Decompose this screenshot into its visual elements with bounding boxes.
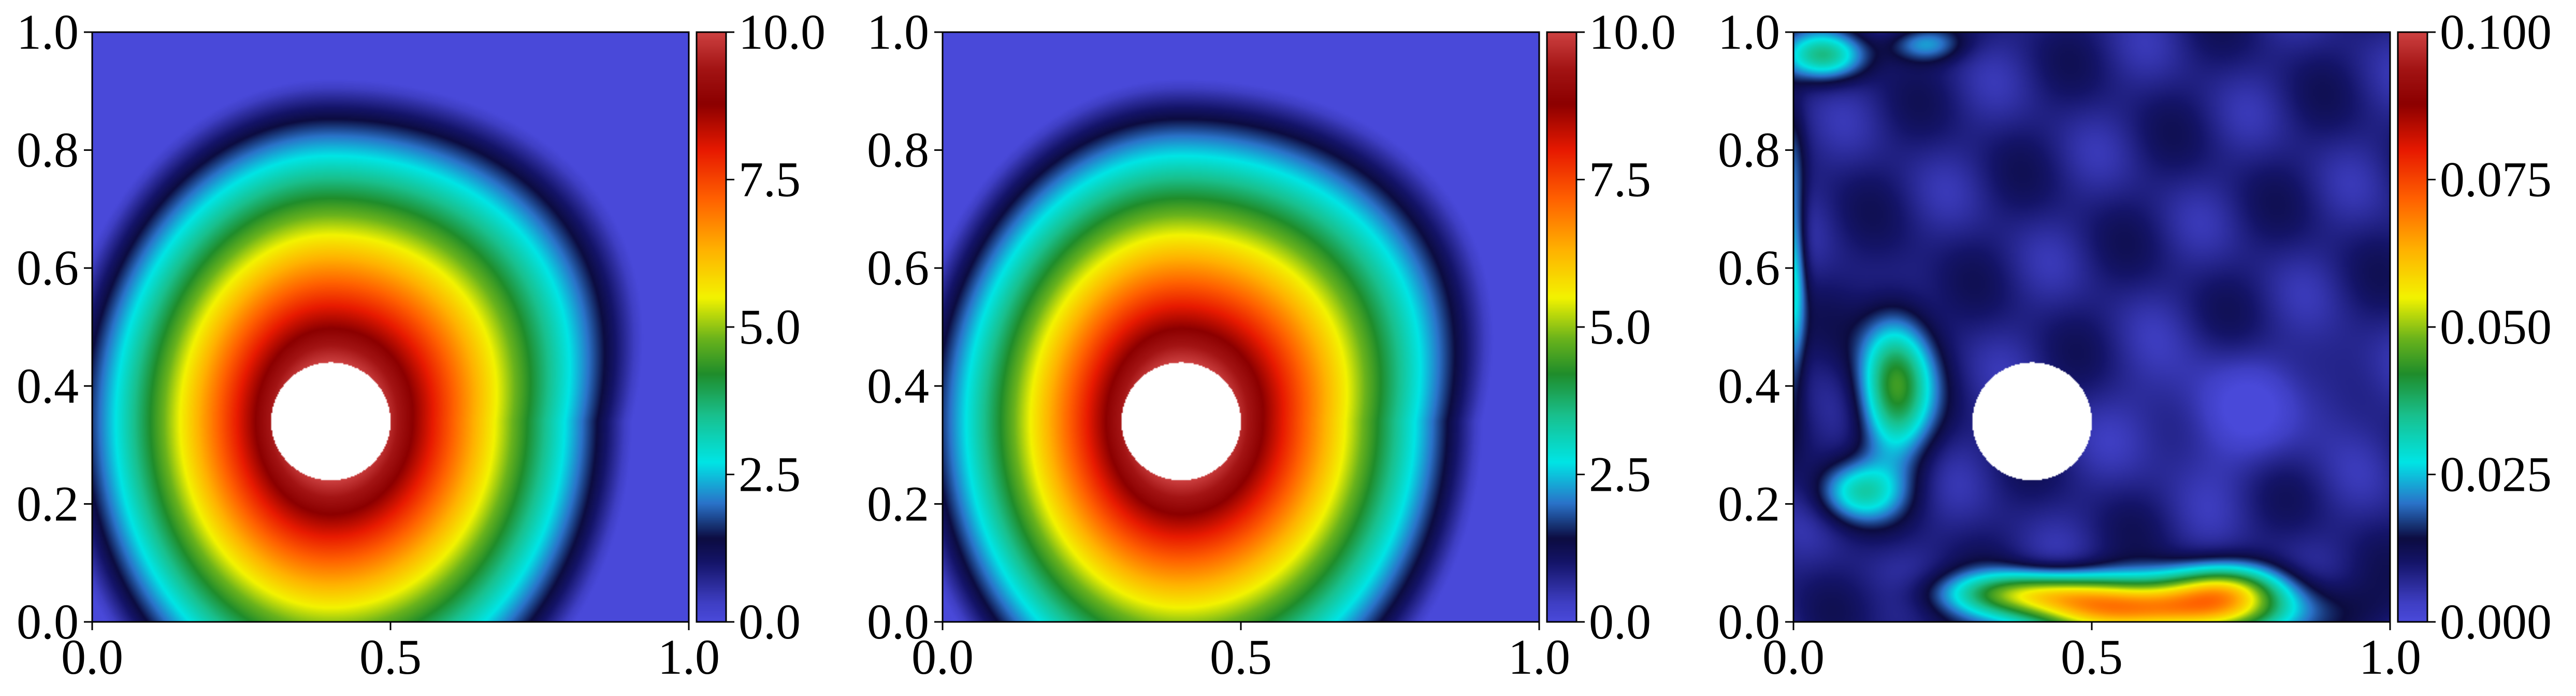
y-tick-label: 0.6 (17, 240, 79, 295)
colorbar-tick-label: 7.5 (1589, 152, 1651, 207)
colorbar-tick-label: 0.100 (2440, 4, 2552, 60)
panel-2: 0.0 0.5 1.0 0.0 0.2 0.4 0.6 0.8 1.0 0.0 2.5 5.0 7.5 1… (867, 4, 1676, 685)
colorbar-tick-label: 10.0 (1589, 4, 1676, 60)
x-tick-label: 0.0 (1762, 629, 1825, 685)
y-tick-label: 0.8 (867, 122, 929, 178)
y-tick-label: 0.2 (867, 476, 929, 531)
x-tick-label: 0.5 (1210, 629, 1272, 685)
x-tick-label: 1.0 (1508, 629, 1570, 685)
x-tick-label: 0.0 (911, 629, 974, 685)
y-tick-label: 1.0 (867, 4, 929, 60)
y-tick-label: 0.4 (17, 358, 79, 414)
colorbar-tick-label: 10.0 (739, 4, 826, 60)
x-tick-label: 1.0 (2359, 629, 2421, 685)
y-tick-label: 0.2 (1718, 476, 1780, 531)
colorbar-tick-label: 7.5 (739, 152, 801, 207)
y-tick-label: 1.0 (1718, 4, 1780, 60)
y-tick-label: 0.4 (1718, 358, 1780, 414)
colorbar-tick-label: 0.025 (2440, 447, 2552, 502)
colorbar-1 (697, 32, 726, 622)
colorbar-3 (2398, 32, 2427, 622)
y-tick-label: 0.2 (17, 476, 79, 531)
field-heatmap-3 (1793, 32, 2390, 622)
x-tick-label: 1.0 (658, 629, 720, 685)
colorbar-tick-label: 5.0 (1589, 299, 1651, 354)
colorbar-tick-label: 0.075 (2440, 152, 2552, 207)
field-heatmap-2 (943, 32, 1539, 622)
y-tick-label: 1.0 (17, 4, 79, 60)
colorbar-tick-label: 2.5 (1589, 447, 1651, 502)
colorbar-tick-label: 0.0 (739, 594, 801, 649)
y-tick-label: 0.8 (1718, 122, 1780, 178)
colorbar-tick-label: 0.000 (2440, 594, 2552, 649)
y-tick-label: 0.8 (17, 122, 79, 178)
y-tick-label: 0.0 (1718, 594, 1780, 649)
y-tick-label: 0.4 (867, 358, 929, 414)
y-tick-label: 0.6 (867, 240, 929, 295)
panel-3: 0.0 0.5 1.0 0.0 0.2 0.4 0.6 0.8 1.0 0.000 0.025 0.0… (1718, 4, 2552, 685)
colorbar-tick-label: 2.5 (739, 447, 801, 502)
y-tick-label: 0.0 (867, 594, 929, 649)
colorbar-tick-label: 5.0 (739, 299, 801, 354)
y-tick-label: 0.0 (17, 594, 79, 649)
x-tick-label: 0.0 (61, 629, 123, 685)
x-tick-label: 0.5 (2061, 629, 2123, 685)
colorbar-2 (1547, 32, 1576, 622)
colorbar-tick-label: 0.050 (2440, 299, 2552, 354)
y-tick-label: 0.6 (1718, 240, 1780, 295)
colorbar-tick-label: 0.0 (1589, 594, 1651, 649)
panel-1: 0.0 0.5 1.0 0.0 0.2 0.4 0.6 0.8 1.0 0.0 2.5 5.0 7.5 1… (17, 4, 826, 685)
x-tick-label: 0.5 (359, 629, 422, 685)
field-heatmap-1 (92, 32, 689, 622)
